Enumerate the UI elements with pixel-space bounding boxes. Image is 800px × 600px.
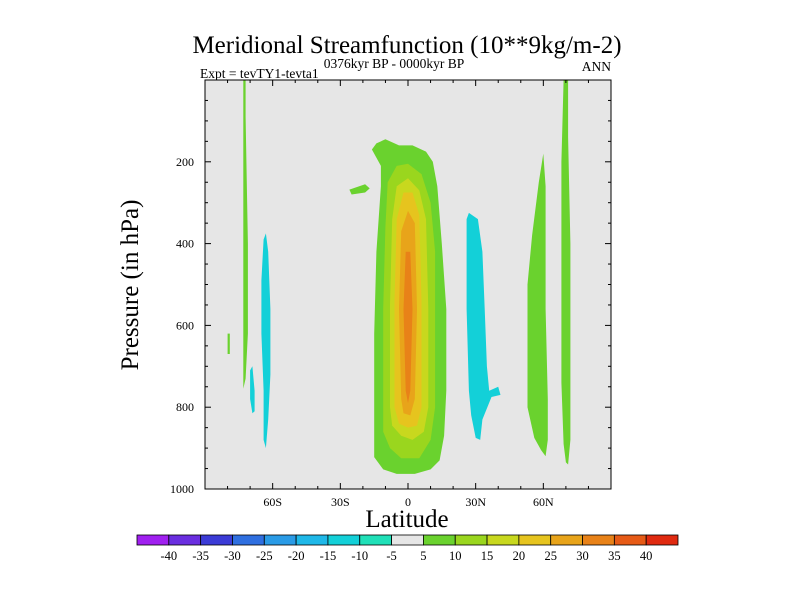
colorbar-swatch: [613, 534, 647, 546]
colorbar-labels: -40 -35 -30 -25 -20 -15 -10 -5 5 10 15 20 25 30 35 40: [160, 549, 652, 563]
x-tick-label: 30N: [465, 495, 486, 509]
colorbar-label: -10: [351, 549, 368, 563]
colorbar-swatch: [263, 534, 297, 546]
y-tick-label: 600: [176, 318, 194, 332]
colorbar-swatch: [295, 534, 329, 546]
colorbar-swatch: [359, 534, 392, 546]
sh-small-strip-region: [227, 333, 230, 354]
season-label: ANN: [582, 59, 611, 74]
x-tick-label: 0: [405, 495, 411, 509]
colorbar-label: -35: [192, 549, 209, 563]
colorbar-label: 25: [544, 549, 557, 563]
y-tick-label: 400: [176, 237, 194, 251]
colorbar-swatch: [200, 534, 233, 546]
colorbar-swatch: [391, 534, 424, 546]
colorbar-label: 30: [576, 549, 589, 563]
sh-anomaly-region: [250, 366, 255, 414]
colorbar-label: 5: [420, 549, 426, 563]
x-axis-label: Latitude: [365, 506, 448, 533]
colorbar-swatch: [168, 534, 202, 546]
colorbar-label: -5: [386, 549, 396, 563]
colorbar-label: 35: [608, 549, 621, 563]
nh-high-lat-strip-region: [561, 80, 571, 465]
colorbar-label: 15: [481, 549, 494, 563]
colorbar-label: -15: [320, 549, 337, 563]
y-tick-label: 1000: [170, 482, 194, 496]
colorbar: [136, 534, 679, 546]
tropical-cell-spur-region: [349, 184, 370, 195]
colorbar-swatch: [645, 534, 679, 546]
colorbar-label: 40: [640, 549, 653, 563]
colorbar-swatch: [327, 534, 361, 546]
tropical-cell-core-region: [403, 251, 413, 404]
colorbar-swatch: [518, 534, 552, 546]
colorbar-swatch: [454, 534, 488, 546]
axis-ticks: [204, 80, 612, 490]
colorbar-swatch: [232, 534, 265, 546]
colorbar-swatch: [550, 534, 583, 546]
colorbar-swatch: [423, 534, 456, 546]
colorbar-label: 20: [513, 549, 526, 563]
y-tick-label: 800: [176, 400, 194, 414]
nh-midlat-strip-region: [527, 153, 548, 457]
nh-subtropical-anomaly-region: [466, 212, 501, 440]
colorbar-label: -25: [256, 549, 273, 563]
y-tick-labels: 200 400 600 800 1000: [170, 155, 194, 496]
y-axis-label: Pressure (in hPa): [117, 200, 144, 371]
x-tick-label: 60S: [263, 495, 282, 509]
y-tick-label: 200: [176, 155, 194, 169]
colorbar-label: -30: [224, 549, 241, 563]
experiment-label: Expt = tevTY1-tevta1: [200, 66, 319, 81]
period-label: 0376kyr BP - 0000kyr BP: [324, 56, 465, 71]
x-tick-label: 60N: [533, 495, 554, 509]
x-tick-labels: 60S 30S 0 30N 60N: [263, 495, 554, 509]
colorbar-swatch: [582, 534, 615, 546]
colorbar-swatch: [486, 534, 520, 546]
chart-title: Meridional Streamfunction (10**9kg/m-2): [192, 32, 621, 59]
colorbar-label: 10: [449, 549, 462, 563]
contour-fills: [227, 80, 571, 474]
colorbar-swatch: [136, 534, 170, 546]
sh-high-lat-strip-region: [243, 80, 248, 389]
colorbar-label: -20: [288, 549, 305, 563]
x-tick-label: 30S: [331, 495, 350, 509]
colorbar-label: -40: [160, 549, 177, 563]
sh-anomaly-region: [261, 233, 271, 449]
